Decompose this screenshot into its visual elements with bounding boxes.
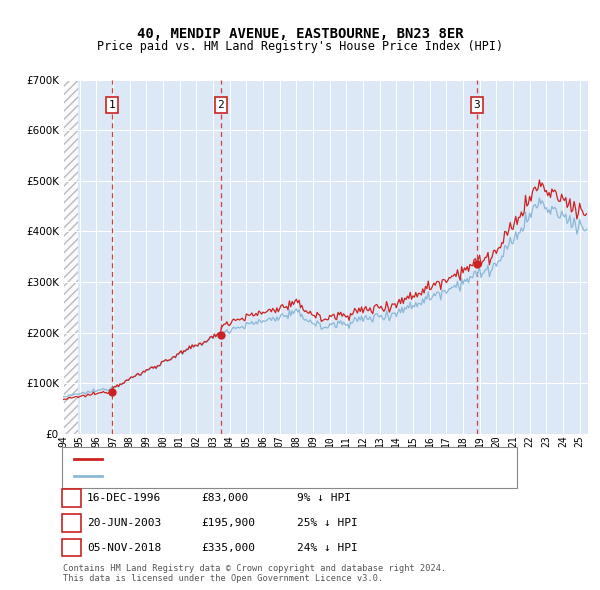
Text: 40, MENDIP AVENUE, EASTBOURNE, BN23 8ER: 40, MENDIP AVENUE, EASTBOURNE, BN23 8ER <box>137 27 463 41</box>
Text: 3: 3 <box>68 543 75 552</box>
Text: 1: 1 <box>109 100 116 110</box>
Text: Price paid vs. HM Land Registry's House Price Index (HPI): Price paid vs. HM Land Registry's House … <box>97 40 503 53</box>
Text: 2: 2 <box>68 518 75 527</box>
Text: 05-NOV-2018: 05-NOV-2018 <box>87 543 161 552</box>
Text: 16-DEC-1996: 16-DEC-1996 <box>87 493 161 503</box>
Text: 24% ↓ HPI: 24% ↓ HPI <box>297 543 358 552</box>
Text: 2: 2 <box>217 100 224 110</box>
Text: £335,000: £335,000 <box>201 543 255 552</box>
Text: 20-JUN-2003: 20-JUN-2003 <box>87 518 161 527</box>
Text: 25% ↓ HPI: 25% ↓ HPI <box>297 518 358 527</box>
Text: Contains HM Land Registry data © Crown copyright and database right 2024.
This d: Contains HM Land Registry data © Crown c… <box>63 563 446 583</box>
Text: £195,900: £195,900 <box>201 518 255 527</box>
Text: 40, MENDIP AVENUE, EASTBOURNE, BN23 8ER (detached house): 40, MENDIP AVENUE, EASTBOURNE, BN23 8ER … <box>108 454 437 464</box>
Text: 9% ↓ HPI: 9% ↓ HPI <box>297 493 351 503</box>
Text: 1: 1 <box>68 493 75 503</box>
Text: HPI: Average price, detached house, Eastbourne: HPI: Average price, detached house, East… <box>108 471 378 481</box>
Text: £83,000: £83,000 <box>201 493 248 503</box>
Text: 3: 3 <box>473 100 481 110</box>
